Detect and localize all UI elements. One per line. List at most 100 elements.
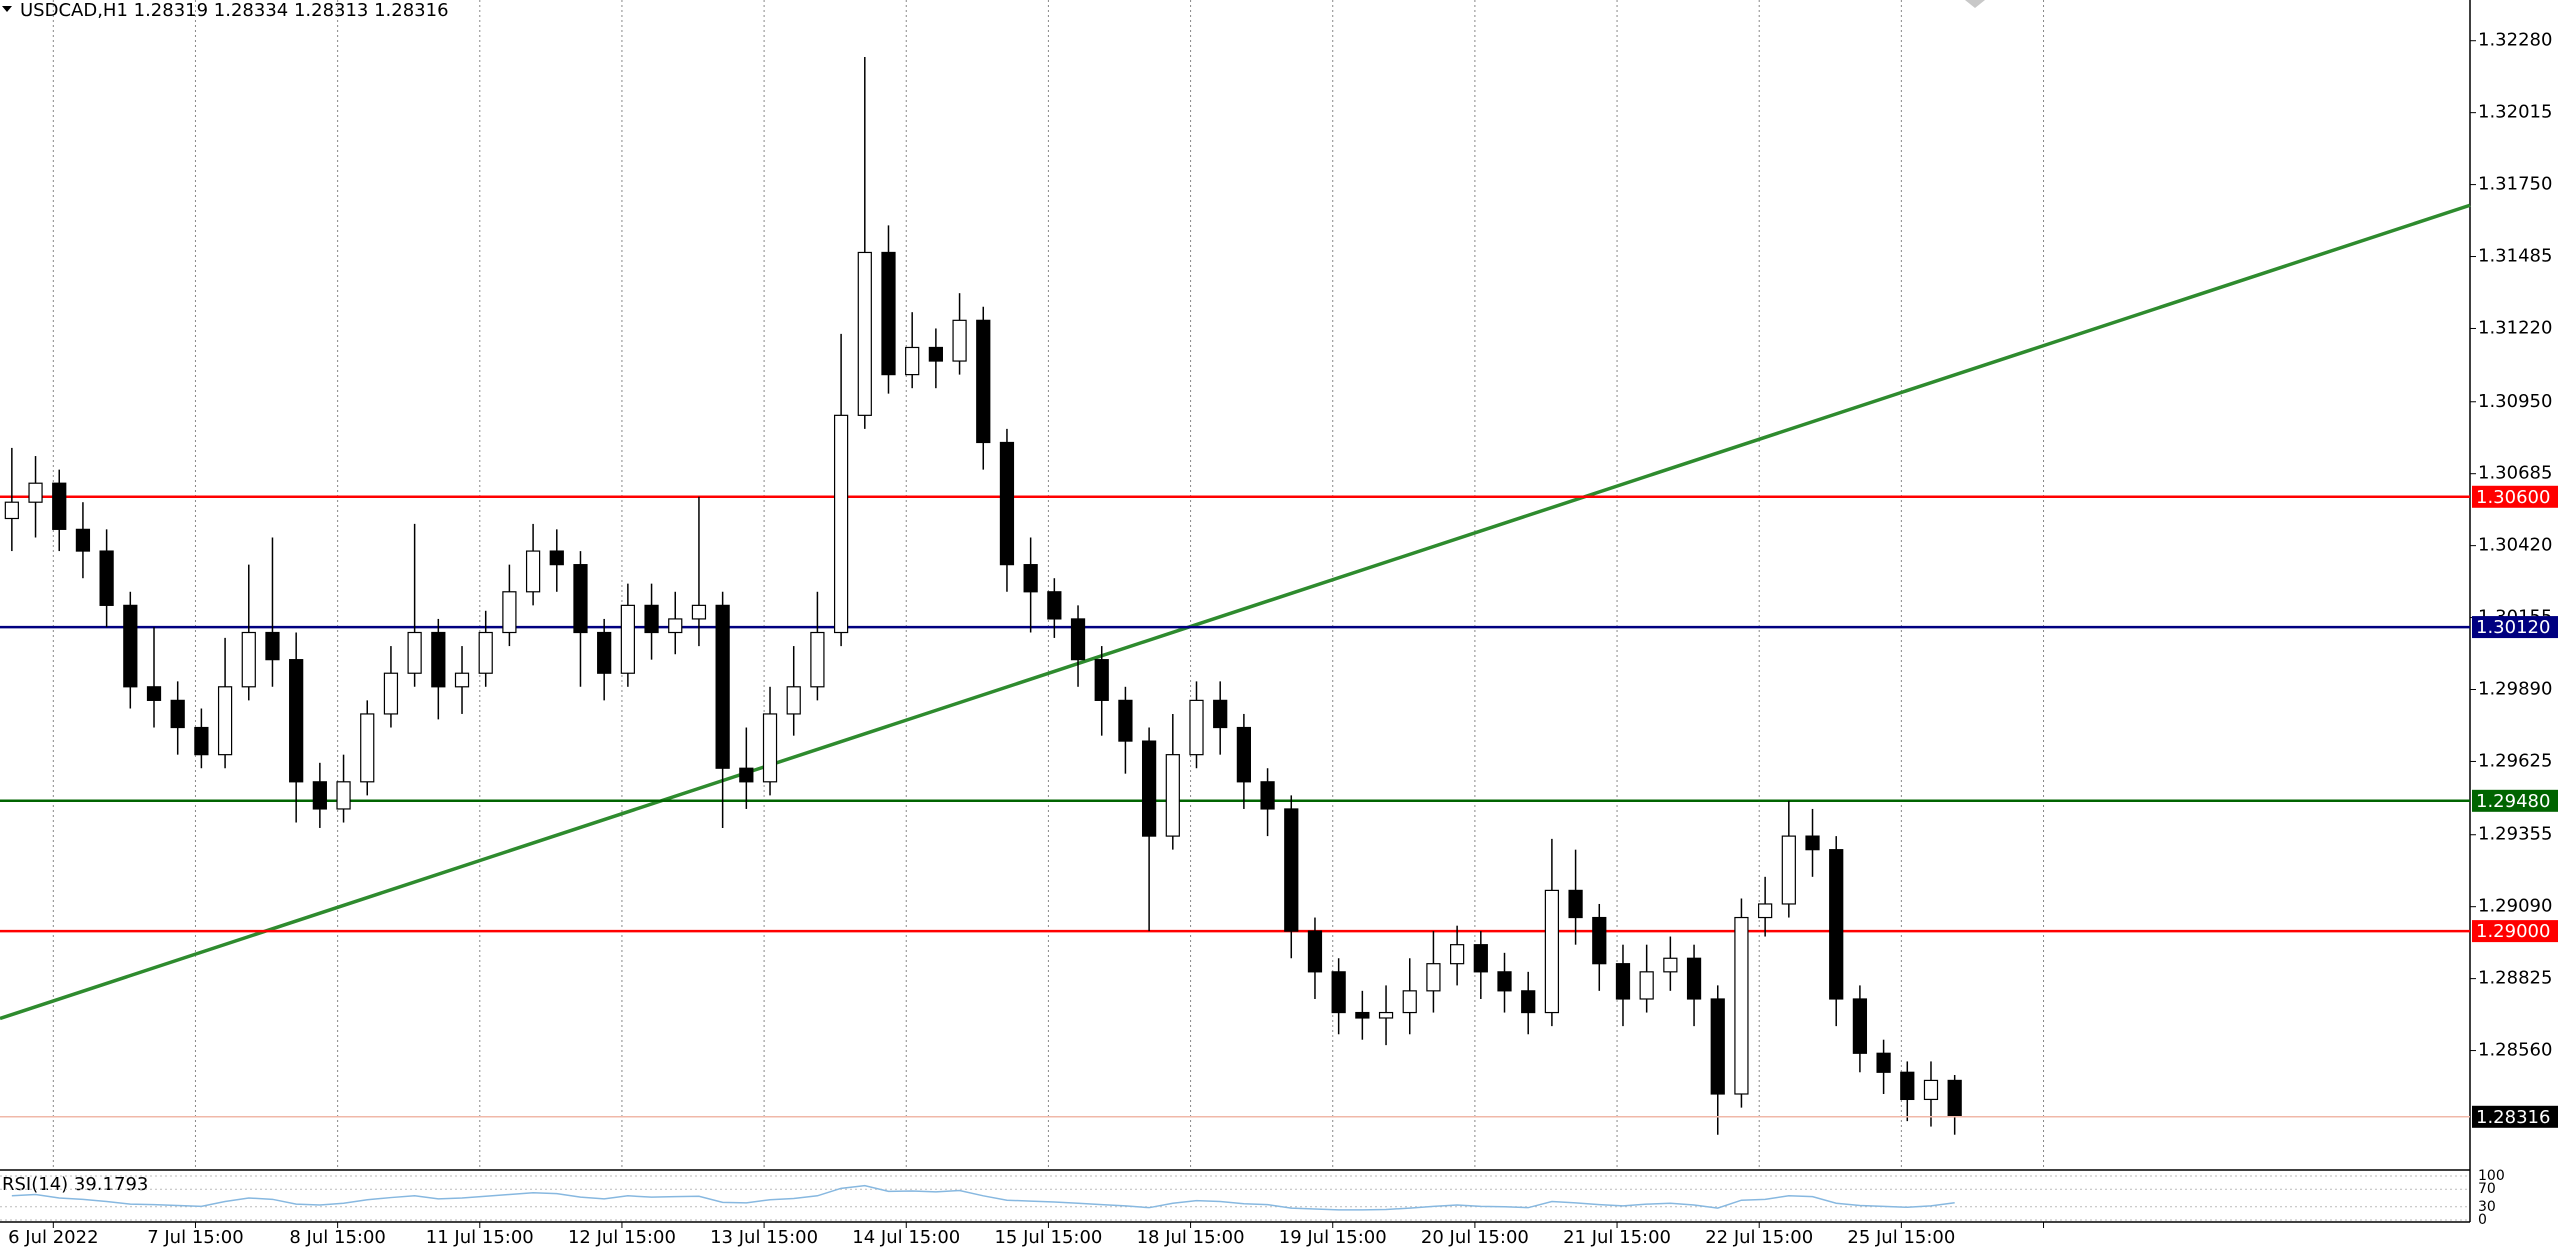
y-tick-label: 1.30685: [2478, 463, 2552, 484]
candle-body: [1710, 998, 1725, 1095]
candle-body: [1639, 971, 1654, 1000]
candle-body: [1497, 971, 1512, 992]
y-tick-label: 1.28560: [2478, 1040, 2552, 1061]
level-label-box: [2472, 485, 2558, 508]
candle-body: [1070, 618, 1086, 661]
candle-body: [217, 686, 233, 756]
indicator-tick-label: 0: [2478, 1212, 2487, 1228]
candle-body: [1355, 1011, 1370, 1019]
candle-body: [4, 501, 19, 520]
candle-body: [1829, 849, 1844, 1000]
candle-body: [928, 346, 943, 362]
candle-body: [1592, 916, 1607, 965]
indicator-line: [11, 1184, 1955, 1211]
candle-body: [1331, 971, 1346, 1014]
candle-body: [1852, 998, 1868, 1054]
candle-body: [1947, 1079, 1962, 1118]
y-tick-label: 1.32280: [2478, 30, 2552, 51]
candle-body: [123, 604, 138, 688]
candle-body: [360, 713, 375, 783]
candle-body: [1876, 1052, 1891, 1073]
x-tick-label: 25 Jul 15:00: [1847, 1227, 1955, 1248]
x-tick-label: 19 Jul 15:00: [1279, 1227, 1387, 1248]
level-label: 1.30120: [2476, 617, 2550, 638]
level-label: 1.29000: [2476, 921, 2550, 942]
candle-body: [881, 251, 896, 376]
candle-body: [1284, 808, 1299, 932]
x-tick-label: 11 Jul 15:00: [426, 1227, 534, 1248]
candle-body: [644, 604, 659, 634]
trend-line: [0, 203, 2471, 1021]
candle-body: [1758, 903, 1773, 919]
candle-body: [1544, 889, 1560, 1014]
x-tick-label: 13 Jul 15:00: [710, 1227, 818, 1248]
candle-body: [1734, 916, 1749, 1095]
indicator-tick-label: 70: [2478, 1181, 2496, 1197]
candle-body: [620, 604, 635, 674]
candle-body: [786, 686, 801, 715]
x-tick-label: 6 Jul 2022: [8, 1227, 98, 1248]
level-label: 1.29480: [2476, 791, 2550, 812]
y-tick-label: 1.32015: [2478, 102, 2552, 123]
candle-body: [75, 528, 91, 552]
candle-body: [1118, 699, 1133, 742]
level-label-box: [2472, 789, 2558, 812]
candle-body: [1521, 990, 1536, 1014]
candle-body: [383, 672, 399, 715]
candle-body: [715, 604, 730, 769]
candle-body: [976, 319, 991, 444]
x-tick-label: 20 Jul 15:00: [1421, 1227, 1529, 1248]
candle-body: [1686, 957, 1702, 1000]
candle-body: [1378, 1011, 1394, 1019]
candle-body: [99, 550, 114, 606]
indicator-tick-label: 30: [2478, 1199, 2496, 1215]
x-tick-label: 14 Jul 15:00: [852, 1227, 960, 1248]
shift-marker: [1965, 0, 1985, 8]
candle-body: [1307, 930, 1323, 973]
candle-body: [241, 631, 256, 688]
chart-title: USDCAD,H1 1.28319 1.28334 1.28313 1.2831…: [20, 0, 449, 21]
candle-body: [312, 781, 327, 810]
candle-body: [810, 631, 825, 688]
candle-body: [28, 482, 43, 503]
indicator-title: RSI(14) 39.1793: [2, 1174, 148, 1195]
candle-body: [833, 414, 849, 634]
candle-body: [1047, 591, 1062, 620]
candle-body: [336, 781, 351, 810]
candle-body: [525, 550, 541, 593]
menu-arrow: [2, 6, 12, 12]
y-tick-label: 1.29625: [2478, 750, 2552, 771]
candle-body: [999, 441, 1015, 566]
candle-body: [739, 767, 754, 783]
candle-body: [1663, 957, 1678, 973]
candle-body: [502, 591, 517, 634]
candle-body: [573, 564, 588, 634]
candle-body: [1426, 963, 1441, 992]
candle-body: [454, 672, 470, 688]
candle-body: [952, 319, 967, 362]
candle-body: [1568, 889, 1583, 919]
candle-body: [52, 482, 67, 530]
candle-body: [1260, 781, 1275, 810]
candle-body: [1165, 754, 1180, 837]
candle-body: [762, 713, 778, 783]
candle-body: [431, 631, 446, 688]
candle-body: [691, 604, 707, 620]
candle-body: [1781, 835, 1796, 905]
y-tick-label: 1.30420: [2478, 535, 2552, 556]
candle-body: [194, 726, 209, 756]
y-tick-label: 1.28825: [2478, 968, 2552, 989]
y-tick-label: 1.31485: [2478, 246, 2552, 267]
candle-body: [549, 550, 564, 566]
candle-body: [1805, 835, 1820, 851]
candle-body: [478, 631, 493, 674]
candle-body: [1450, 944, 1465, 965]
y-tick-label: 1.31750: [2478, 174, 2552, 195]
candle-body: [597, 631, 612, 674]
candle-body: [1094, 659, 1109, 701]
candle-body: [668, 618, 683, 634]
candle-body: [1402, 990, 1417, 1014]
last-price-box: [2472, 1105, 2558, 1128]
x-tick-label: 7 Jul 15:00: [147, 1227, 244, 1248]
